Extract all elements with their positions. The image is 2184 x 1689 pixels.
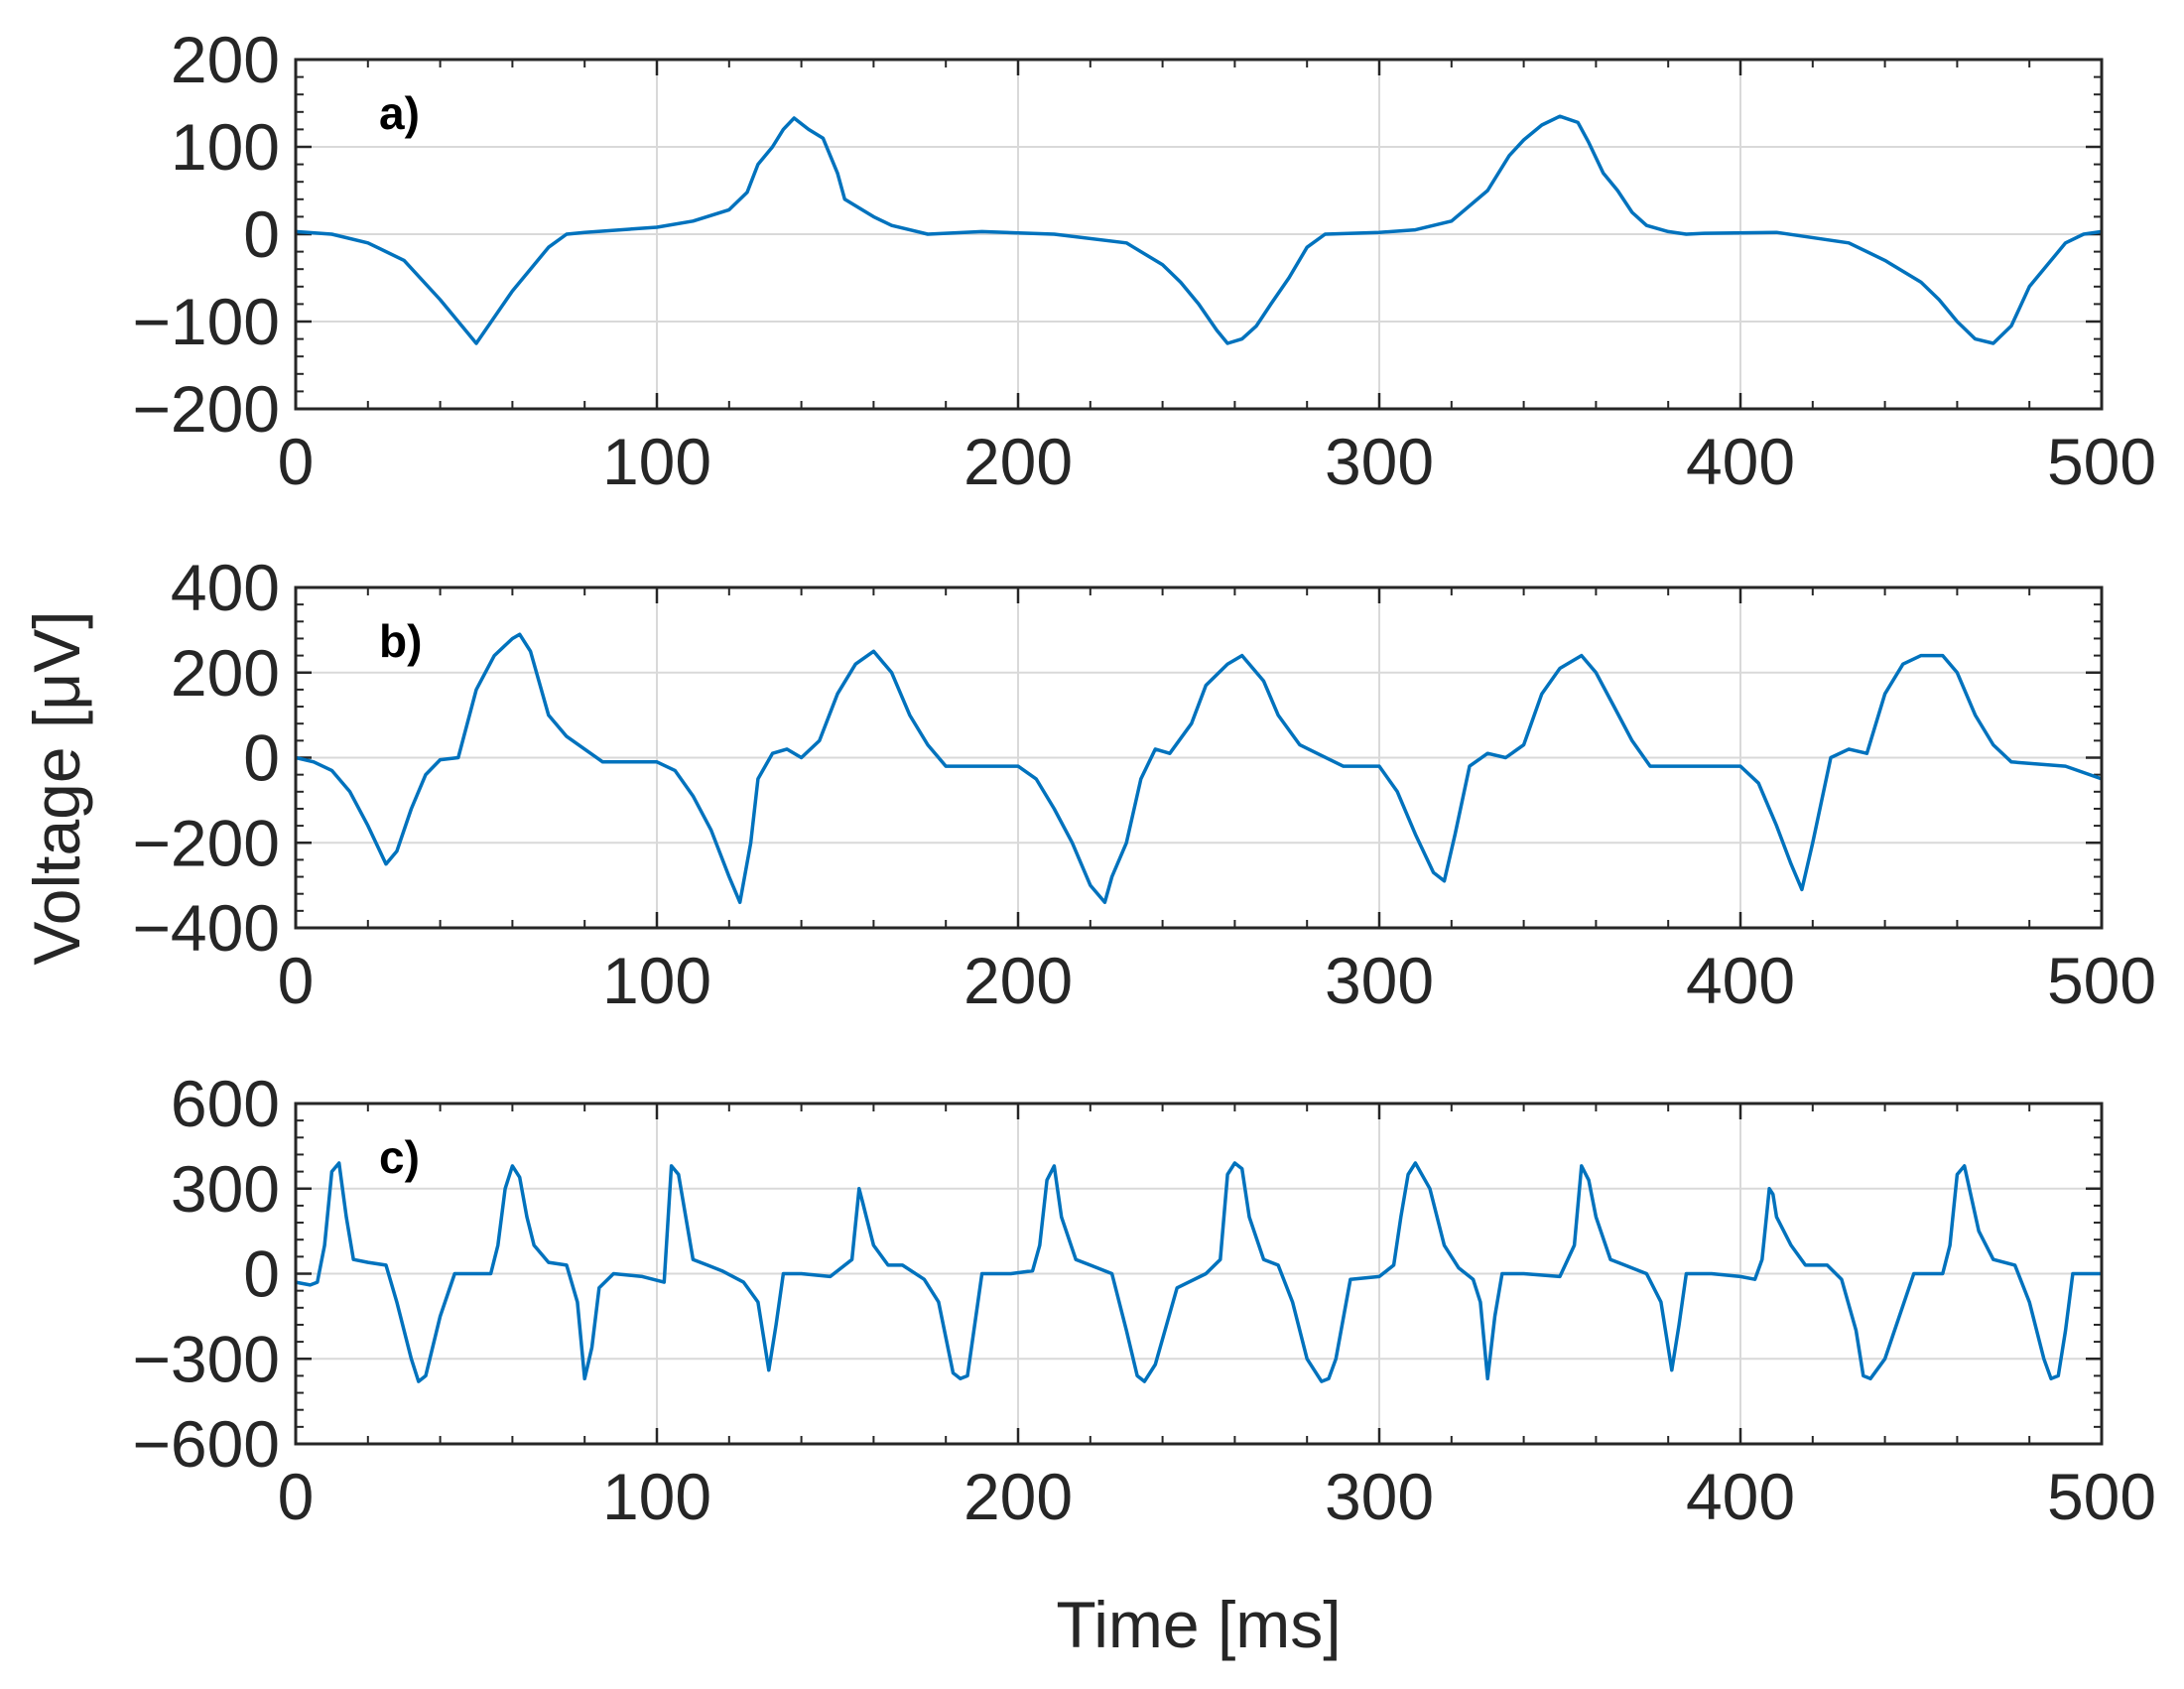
x-tick-label: 200 (964, 944, 1073, 1017)
y-tick-label: 0 (243, 721, 280, 795)
x-tick-label: 200 (964, 425, 1073, 498)
panel-c: 0 100 200 300 400 500 −600 −300 0 300 600 c) (132, 1067, 2156, 1533)
grid-c (295, 1103, 2103, 1445)
x-tick-label: 500 (2047, 944, 2156, 1017)
y-tick-label: −400 (132, 891, 280, 965)
x-tick-label: 400 (1686, 1460, 1795, 1533)
y-tick-label: −300 (132, 1322, 280, 1395)
panel-label-c: c) (379, 1131, 420, 1183)
x-tick-label: 100 (602, 425, 711, 498)
y-tick-label: 600 (171, 1067, 280, 1140)
y-axis-title: Voltage [μV] (20, 610, 93, 965)
y-tick-label: 0 (243, 1237, 280, 1311)
x-tick-label: 0 (278, 1460, 315, 1533)
y-tick-label: 100 (171, 110, 280, 184)
x-tick-label: 0 (278, 944, 315, 1017)
panel-a: 0 100 200 300 400 500 −200 −100 0 100 200 a) (132, 23, 2156, 498)
x-axis-title: Time [ms] (1056, 1588, 1341, 1661)
axes-box-a (294, 58, 2104, 411)
panel-b: 0 100 200 300 400 500 −400 −200 0 200 400 b) (132, 551, 2156, 1017)
series-line-a (295, 114, 2103, 345)
x-tick-label: 500 (2047, 425, 2156, 498)
panels: 0 100 200 300 400 500 −200 −100 0 100 200 a) 0 100 200… (132, 23, 2156, 1533)
y-tick-label: −600 (132, 1407, 280, 1481)
axes-box-c (294, 1102, 2104, 1446)
x-tick-label: 300 (1325, 1460, 1434, 1533)
x-tick-label: 0 (278, 425, 315, 498)
x-tick-label: 200 (964, 1460, 1073, 1533)
y-tick-label: −100 (132, 285, 280, 358)
x-tick-label: 300 (1325, 425, 1434, 498)
x-tick-label: 300 (1325, 944, 1434, 1017)
axes-box-b (294, 585, 2104, 930)
y-tick-label: 0 (243, 197, 280, 271)
panel-label-a: a) (379, 87, 420, 139)
y-tick-label: −200 (132, 372, 280, 446)
x-tick-label: 500 (2047, 1460, 2156, 1533)
series-line-b (295, 632, 2103, 905)
y-tick-label: 400 (171, 551, 280, 624)
x-tick-label: 400 (1686, 425, 1795, 498)
y-tick-label: 200 (171, 23, 280, 96)
x-tick-label: 400 (1686, 944, 1795, 1017)
y-tick-label: −200 (132, 806, 280, 879)
y-tick-label: 300 (171, 1152, 280, 1226)
y-tick-label: 200 (171, 636, 280, 710)
series-line-c (295, 1161, 2102, 1383)
panel-label-b: b) (379, 615, 422, 667)
x-tick-label: 100 (602, 1460, 711, 1533)
x-tick-label: 100 (602, 944, 711, 1017)
